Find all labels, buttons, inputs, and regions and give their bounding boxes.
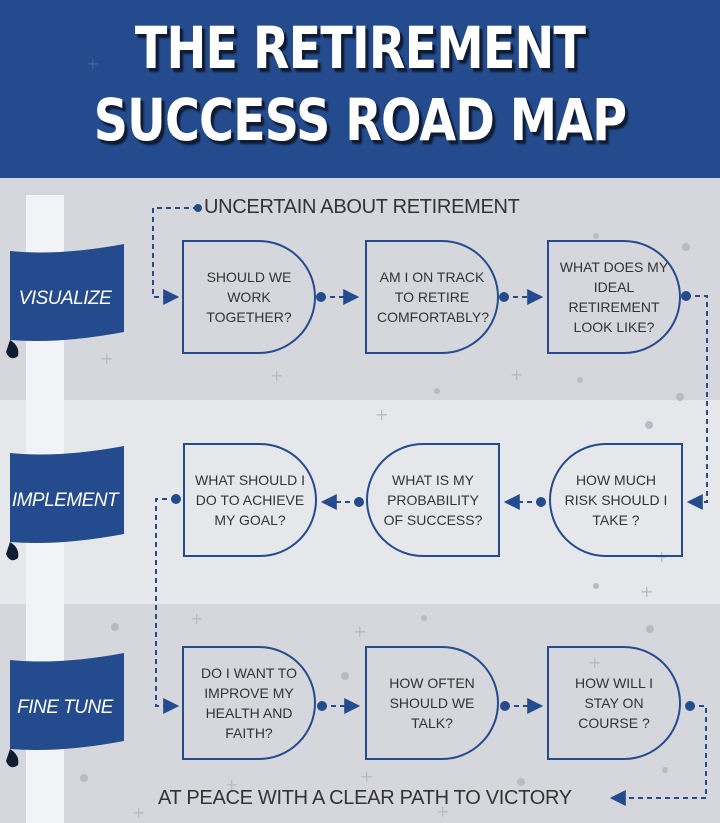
svg-text:+: + <box>225 775 238 794</box>
step-text: SHOULD WE WORK TOGETHER? <box>206 269 292 325</box>
step-box-how-often: HOW OFTEN SHOULD WE TALK? <box>365 646 499 760</box>
stage-label-implement: IMPLEMENT <box>11 490 119 511</box>
svg-text:+: + <box>375 405 388 424</box>
step-text: HOW OFTEN SHOULD WE TALK? <box>389 675 475 731</box>
svg-text:+: + <box>360 767 373 786</box>
stage-label-fine-tune: FINE TUNE <box>17 697 113 718</box>
step-text: WHAT IS MY PROBABILITY OF SUCCESS? <box>383 472 483 528</box>
stage-label-visualize: VISUALIZE <box>18 288 112 309</box>
svg-text:+: + <box>510 365 523 384</box>
title-banner: THE RETIREMENT SUCCESS ROAD MAP <box>0 0 720 178</box>
title-line-1: THE RETIREMENT <box>134 14 586 82</box>
step-text: DO I WANT TO IMPROVE MY HEALTH AND FAITH… <box>201 665 297 741</box>
step-box-ideal-retirement: WHAT DOES MY IDEAL RETIREMENT LOOK LIKE? <box>547 240 681 354</box>
step-box-on-track: AM I ON TRACK TO RETIRE COMFORTABLY? <box>365 240 499 354</box>
step-box-risk: HOW MUCH RISK SHOULD I TAKE ? <box>549 443 683 557</box>
step-text: WHAT SHOULD I DO TO ACHIEVE MY GOAL? <box>195 472 305 528</box>
title-line-2: SUCCESS ROAD MAP <box>93 86 627 154</box>
ribbon-visualize <box>6 244 124 359</box>
svg-text:+: + <box>270 366 283 385</box>
svg-text:+: + <box>190 609 203 628</box>
svg-text:+: + <box>640 582 653 601</box>
step-text: WHAT DOES MY IDEAL RETIREMENT LOOK LIKE? <box>559 259 669 335</box>
step-box-work-together: SHOULD WE WORK TOGETHER? <box>182 240 316 354</box>
step-box-achieve-goal: WHAT SHOULD I DO TO ACHIEVE MY GOAL? <box>183 443 317 557</box>
step-text: HOW MUCH RISK SHOULD I TAKE ? <box>564 472 668 528</box>
ribbon-fine-tune <box>6 653 124 768</box>
end-caption: AT PEACE WITH A CLEAR PATH TO VICTORY <box>158 787 572 809</box>
svg-text:+: + <box>436 802 449 821</box>
svg-text:+: + <box>100 349 113 368</box>
step-box-probability: WHAT IS MY PROBABILITY OF SUCCESS? <box>366 443 500 557</box>
ribbon-implement <box>6 446 124 561</box>
start-caption: UNCERTAIN ABOUT RETIREMENT <box>204 196 520 218</box>
svg-text:+: + <box>86 54 99 73</box>
step-text: AM I ON TRACK TO RETIRE COMFORTABLY? <box>377 269 490 325</box>
step-text: HOW WILL I STAY ON COURSE ? <box>574 675 654 731</box>
connector-dots <box>171 204 695 711</box>
svg-text:+: + <box>132 803 145 822</box>
step-box-stay-on-course: HOW WILL I STAY ON COURSE ? <box>547 646 681 760</box>
svg-text:+: + <box>353 622 366 641</box>
connectors <box>152 207 708 806</box>
step-box-health-faith: DO I WANT TO IMPROVE MY HEALTH AND FAITH… <box>182 646 316 760</box>
decorations: + + + + + + + + + + + + + + <box>80 54 690 822</box>
